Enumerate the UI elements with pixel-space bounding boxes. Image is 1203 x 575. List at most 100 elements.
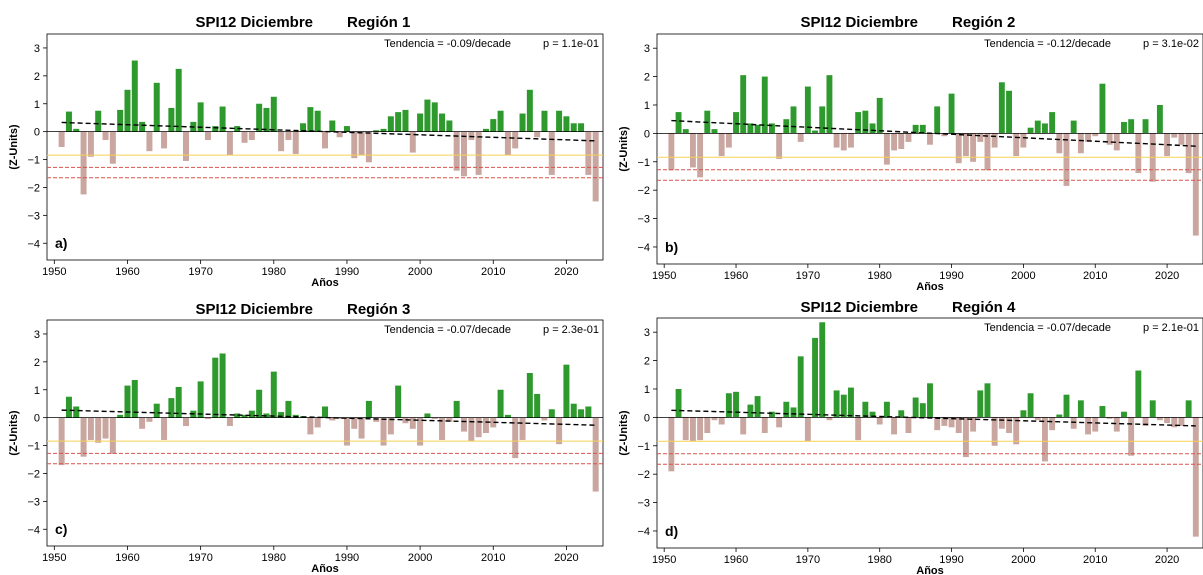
bar-1960 (733, 391, 739, 418)
y-tick-label: −1 (27, 441, 40, 453)
bar-1981 (883, 401, 890, 418)
y-tick-label: 1 (34, 385, 40, 397)
plot-content (657, 75, 1203, 236)
bar-2000 (417, 417, 424, 446)
bar-1991 (955, 417, 962, 433)
y-axis-label: (Z-Units) (8, 124, 20, 170)
y-tick-label: −1 (637, 157, 650, 169)
bar-1993 (365, 131, 372, 163)
bar-2021 (570, 403, 577, 418)
bar-2008 (475, 417, 482, 438)
bar-2014 (519, 417, 526, 440)
panel-label: b) (665, 239, 678, 255)
y-tick-label: 3 (644, 43, 650, 55)
chart-title: SPI12 Diciembre (195, 14, 313, 31)
x-tick-label: 1970 (188, 552, 212, 564)
bar-1985 (307, 417, 314, 435)
bar-2009 (1085, 133, 1091, 142)
bar-1999 (1013, 133, 1020, 157)
x-axis-label: Años (916, 281, 944, 293)
bar-1984 (905, 417, 912, 433)
bar-1992 (962, 417, 969, 458)
bar-1974 (226, 131, 233, 156)
bar-1958 (109, 131, 116, 164)
bar-2024 (592, 417, 599, 492)
bar-1962 (139, 121, 146, 132)
bar-2005 (453, 400, 460, 418)
bar-1973 (826, 417, 833, 421)
x-tick-label: 1950 (42, 266, 66, 278)
bar-2006 (1063, 394, 1070, 418)
bar-1971 (812, 337, 818, 418)
x-axis-label: Años (311, 277, 339, 289)
x-tick-label: 1980 (262, 552, 286, 564)
bar-2013 (512, 131, 519, 149)
bar-1953 (682, 129, 689, 134)
bar-2022 (578, 123, 585, 132)
bar-2016 (534, 131, 541, 138)
bar-1991 (351, 131, 358, 159)
bar-1978 (862, 110, 869, 134)
bar-2019 (1156, 417, 1163, 421)
x-tick-label: 1980 (867, 554, 891, 566)
bar-2013 (1113, 417, 1120, 432)
bar-1964 (153, 403, 160, 418)
bar-2017 (541, 417, 548, 421)
bar-1955 (87, 417, 94, 440)
bar-1996 (991, 133, 998, 148)
y-tick-label: −3 (27, 210, 40, 222)
chart-title: SPI12 Diciembre (800, 14, 918, 31)
bar-1964 (761, 417, 768, 433)
bar-2015 (1128, 119, 1135, 134)
y-tick-label: 1 (34, 99, 40, 111)
bar-1982 (285, 400, 292, 418)
bar-1993 (970, 417, 977, 432)
bar-2020 (563, 116, 570, 132)
bar-1955 (697, 417, 704, 441)
y-tick-label: −4 (637, 242, 650, 254)
bar-2015 (526, 89, 533, 132)
y-tick-label: −2 (637, 185, 650, 197)
y-tick-label: −3 (27, 496, 40, 508)
bar-1971 (204, 417, 211, 420)
bar-2012 (504, 131, 511, 156)
bar-1998 (1006, 90, 1012, 134)
bar-2008 (1077, 133, 1084, 154)
bar-1968 (790, 106, 797, 134)
y-tick-label: −4 (27, 238, 40, 250)
bar-1972 (819, 322, 826, 418)
y-tick-label: −4 (27, 524, 40, 536)
x-tick-label: 1960 (115, 266, 139, 278)
chart-panel-2: −4 −3 −2 −1 0 1 2 3 1950 1960 1970 1980 1990 2000 2010… (618, 14, 1203, 293)
bar-1951 (668, 417, 675, 472)
panel-label: a) (55, 235, 67, 251)
bar-1998 (1006, 417, 1012, 433)
bar-2020 (563, 364, 570, 418)
bar-2020 (1164, 417, 1171, 424)
bar-1966 (168, 398, 175, 418)
bar-1966 (776, 133, 783, 159)
chart-panel-4: −4 −3 −2 −1 0 1 2 3 1950 1960 1970 1980 1990 2000 2010… (618, 299, 1203, 575)
x-tick-label: 1950 (652, 554, 676, 566)
bar-2000 (1020, 133, 1027, 148)
bar-2018 (548, 409, 555, 418)
bar-1958 (109, 417, 116, 454)
bar-1989 (941, 417, 948, 426)
bar-2001 (424, 413, 431, 418)
y-tick-label: 2 (644, 356, 650, 368)
bar-1953 (682, 417, 689, 441)
bar-2015 (526, 373, 533, 418)
bar-1951 (58, 131, 65, 147)
x-tick-label: 1990 (335, 552, 359, 564)
x-tick-label: 1960 (115, 552, 139, 564)
bar-1953 (73, 128, 80, 132)
bar-1954 (80, 131, 87, 195)
bar-2006 (461, 417, 467, 432)
bar-1963 (146, 417, 153, 422)
bar-1975 (840, 133, 847, 151)
y-tick-label: 0 (644, 128, 650, 140)
bar-1951 (668, 133, 675, 171)
bar-2012 (1106, 133, 1113, 145)
bar-2005 (1056, 133, 1063, 154)
bar-1986 (919, 124, 926, 134)
